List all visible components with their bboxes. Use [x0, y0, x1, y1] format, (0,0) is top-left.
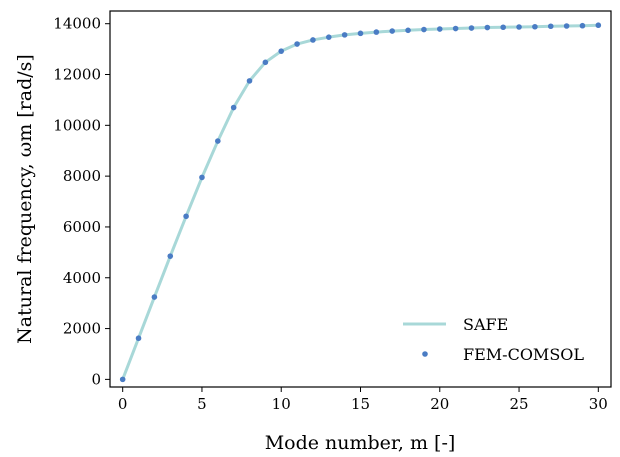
- data-point-fem-comsol: [484, 24, 491, 31]
- data-point-fem-comsol: [436, 26, 443, 32]
- data-point-fem-comsol: [215, 138, 221, 144]
- y-tick-label: 4000: [63, 269, 101, 287]
- data-point-fem-comsol: [357, 30, 364, 37]
- data-point-fem-comsol: [468, 25, 475, 31]
- data-point-fem-comsol: [516, 24, 522, 30]
- data-point-fem-comsol: [595, 22, 602, 29]
- y-axis-label: Natural frequency, ωm [rad/s]: [14, 54, 36, 344]
- data-point-fem-comsol: [183, 213, 189, 220]
- plot-frame: [109, 10, 612, 388]
- data-point-fem-comsol: [389, 28, 396, 34]
- y-tick-label: 2000: [63, 320, 101, 338]
- data-point-fem-comsol: [579, 22, 586, 29]
- plot-layer: [119, 22, 602, 383]
- data-point-fem-comsol: [325, 34, 332, 40]
- legend-label-fem-comsol: FEM-COMSOL: [463, 345, 584, 364]
- data-point-fem-comsol: [135, 335, 142, 342]
- data-point-fem-comsol: [278, 48, 285, 54]
- data-point-fem-comsol: [151, 294, 158, 300]
- data-point-fem-comsol: [547, 23, 554, 30]
- data-point-fem-comsol: [405, 27, 411, 34]
- x-tick-label: 25: [509, 395, 528, 413]
- x-tick-label: 0: [118, 395, 128, 413]
- axes-layer: 0 5 10 15 20 25 30 0 2000 4000 6000 8000 10000 12000 1…: [53, 15, 608, 413]
- data-point-fem-comsol: [262, 59, 269, 66]
- legend: SAFE FEM-COMSOL: [403, 315, 584, 364]
- data-point-fem-comsol: [246, 78, 253, 84]
- data-point-fem-comsol: [341, 32, 348, 38]
- y-tick-label: 10000: [53, 116, 101, 134]
- data-point-fem-comsol: [230, 104, 237, 111]
- data-point-fem-comsol: [563, 23, 570, 29]
- x-tick-label: 20: [430, 395, 449, 413]
- y-tick-label: 8000: [63, 167, 101, 185]
- y-tick-label: 14000: [53, 15, 101, 33]
- data-point-fem-comsol: [294, 41, 300, 47]
- x-tick-label: 15: [351, 395, 370, 413]
- data-point-fem-comsol: [167, 253, 174, 259]
- legend-label-safe: SAFE: [463, 315, 508, 334]
- data-point-fem-comsol: [199, 174, 205, 181]
- y-tick-label: 12000: [53, 66, 101, 84]
- legend-marker-fem-comsol: [422, 351, 428, 357]
- data-point-fem-comsol: [119, 376, 126, 383]
- data-point-fem-comsol: [421, 26, 427, 33]
- series-line-safe: [121, 23, 599, 380]
- y-tick-label: 0: [91, 370, 101, 388]
- x-axis-label: Mode number, m [-]: [265, 432, 456, 454]
- data-point-fem-comsol: [373, 29, 380, 35]
- data-point-fem-comsol: [310, 37, 316, 43]
- y-tick-label: 6000: [63, 218, 101, 236]
- data-point-fem-comsol: [500, 24, 506, 31]
- x-tick-label: 5: [197, 395, 207, 413]
- data-point-fem-comsol: [452, 25, 459, 32]
- data-point-fem-comsol: [532, 23, 538, 30]
- x-tick-label: 30: [589, 395, 608, 413]
- x-tick-label: 10: [272, 395, 291, 413]
